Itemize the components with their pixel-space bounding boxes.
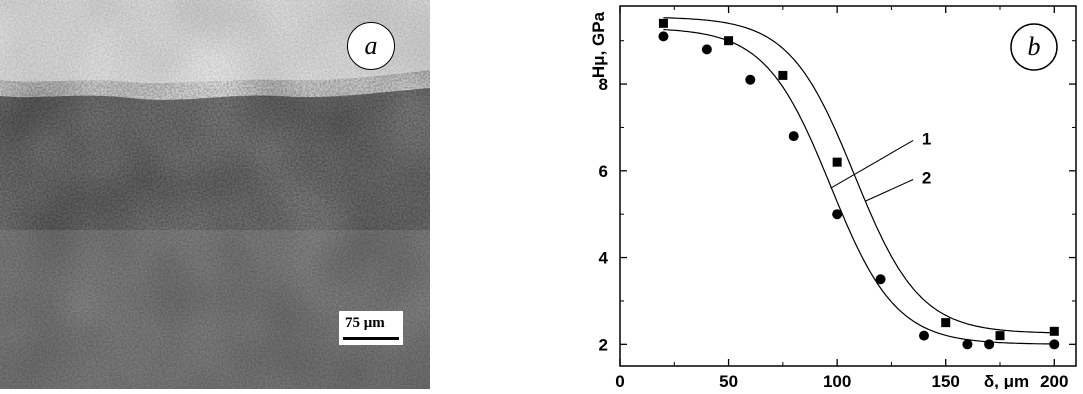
circle-marker [962, 339, 973, 350]
scale-bar-line [343, 337, 399, 340]
fit-curve-series-1 [663, 17, 1055, 334]
series-1-leader [830, 139, 914, 189]
panel-a-label-circle: a [347, 22, 395, 70]
series-2-leader [865, 178, 914, 202]
data-markers [658, 18, 1060, 350]
square-marker [941, 318, 951, 328]
circle-marker [875, 274, 886, 285]
x-tick-label: 0 [615, 372, 624, 389]
circle-marker [832, 209, 843, 220]
circle-marker [745, 74, 756, 85]
circle-marker [658, 31, 669, 42]
y-tick-label: 6 [599, 162, 608, 181]
y-tick-label: 4 [599, 249, 609, 268]
x-tick-label: 200 [1040, 372, 1068, 389]
hardness-chart: 0 50 100 150 200 2 4 6 8 1 2 Hμ, GPa δ, μm b [589, 5, 1077, 391]
square-marker [778, 70, 788, 80]
y-axis-label: Hμ, GPa [589, 11, 608, 78]
square-marker [658, 18, 668, 28]
circle-marker [919, 330, 929, 341]
fit-curves [663, 17, 1055, 345]
series-2-label: 2 [922, 168, 931, 187]
chart-ticks: 0 50 100 150 200 2 4 6 8 [599, 6, 1076, 391]
series-1-label: 1 [922, 129, 931, 148]
micrograph-panel: a 75 μm [0, 0, 430, 389]
chart-labels: 1 2 Hμ, GPa δ, μm b [589, 11, 1058, 391]
scale-bar-box: 75 μm [339, 311, 403, 345]
x-tick-label: 100 [823, 372, 851, 389]
circle-marker [1049, 339, 1060, 350]
panel-b-letter: b [1028, 32, 1041, 61]
plot-frame [619, 5, 1077, 367]
chart-axes [619, 5, 1077, 367]
x-tick-label: 150 [932, 372, 960, 389]
scale-bar-label: 75 μm [345, 315, 385, 331]
x-axis-label: δ, μm [984, 372, 1029, 389]
circle-marker [984, 339, 995, 350]
square-marker [1049, 326, 1059, 336]
chart-panel: 0 50 100 150 200 2 4 6 8 1 2 Hμ, GPa δ, μm b [560, 0, 1083, 391]
x-tick-label: 50 [719, 372, 738, 389]
y-tick-label: 2 [599, 335, 608, 354]
square-marker [832, 157, 842, 167]
panel-a-letter: a [364, 31, 378, 60]
circle-marker [701, 44, 712, 55]
panel-b-label-circle [1010, 23, 1058, 71]
circle-marker [788, 131, 799, 142]
square-marker [724, 36, 734, 46]
square-marker [995, 331, 1005, 341]
y-tick-label: 8 [599, 75, 608, 94]
